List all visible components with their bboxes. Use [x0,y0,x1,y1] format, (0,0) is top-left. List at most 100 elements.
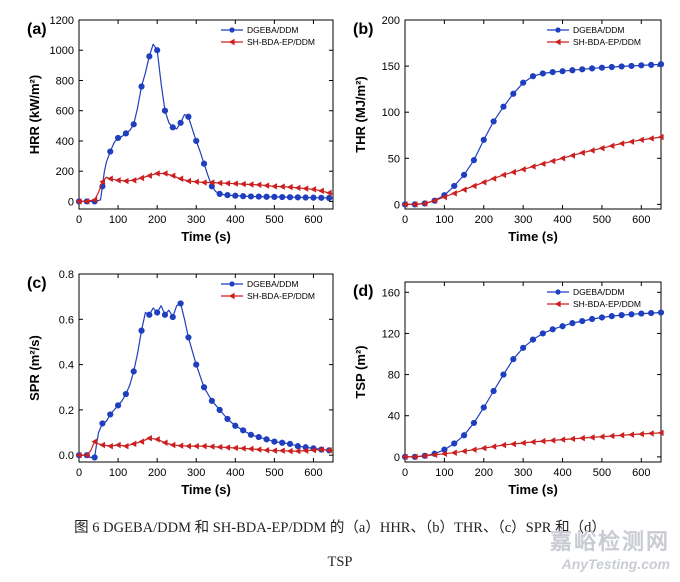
data-point [224,191,231,199]
data-point [579,434,585,442]
data-point [239,445,246,452]
data-point [431,451,438,458]
plot-frame [78,19,334,210]
data-point [520,79,527,86]
y-tick-label: 0 [68,196,74,208]
x-tick-label: 300 [514,214,532,226]
data-point [618,432,625,439]
data-point [628,138,635,145]
panel-label: (c) [27,275,47,292]
panel-label: (b) [353,21,373,38]
data-point [294,447,301,455]
data-point [598,433,605,440]
data-point [302,194,309,201]
data-point [325,194,333,202]
data-point [122,442,129,450]
data-point [271,438,278,445]
data-point [232,444,238,452]
data-point [490,387,497,395]
data-point [549,326,556,333]
x-tick-label: 300 [514,467,532,479]
data-point [247,193,255,200]
data-point [91,438,98,445]
data-point [279,439,286,446]
data-point [579,66,586,73]
x-tick-label: 100 [435,214,453,226]
data-point [588,434,595,441]
data-point [470,419,478,427]
data-point [271,447,277,454]
data-point [91,196,98,204]
data-point [510,356,517,363]
y-tick-label: 160 [382,287,400,299]
y-tick-label: 150 [382,61,400,73]
data-point [569,320,576,327]
data-point [529,163,536,170]
y-tick-label: 200 [56,166,74,178]
data-point [608,142,615,150]
data-point [638,310,645,317]
data-point [255,181,262,189]
data-point [421,452,428,460]
panel-label: (d) [353,283,373,300]
data-point [83,198,90,205]
x-tick-label: 500 [593,214,611,226]
data-point [638,62,645,69]
data-point [114,402,122,409]
data-point [279,193,286,201]
data-point [519,166,526,173]
data-point [318,187,324,195]
figure: 0 100 200 300 400 500 600020040060080010001200… [27,15,665,497]
data-point [240,193,247,200]
data-point [208,397,215,404]
data-point [138,174,145,182]
y-tick-label: 120 [382,328,400,340]
data-point [130,368,137,375]
legend-marker [229,27,235,33]
data-point [480,179,487,186]
x-tick-label: 600 [304,467,322,479]
legend-label: SH-BDA-EP/DDM [247,37,315,47]
x-tick-label: 0 [76,214,82,226]
data-point [460,171,468,178]
legend-marker [228,292,235,300]
data-point [216,190,223,197]
data-point [161,170,168,177]
data-point [460,186,467,193]
data-point [255,193,262,200]
data-point [185,334,192,341]
panel-c: 0 100 200 300 400 500 600 0.0 0.2 0.4 0.6 0.8 Time (… [27,269,334,497]
data-point [451,449,457,456]
data-point [208,179,215,186]
data-point [177,300,184,307]
data-point [294,194,301,201]
y-tick-label: 0.0 [59,450,74,462]
x-axis-label: Time (s) [181,229,231,244]
data-point [647,135,654,142]
data-point [480,444,487,452]
data-point [539,160,546,168]
y-axis-label: SPR (m²/s) [27,335,42,401]
x-axis-label: Time (s) [508,482,558,497]
data-point [559,155,566,162]
legend-label: DGEBA/DDM [247,25,298,35]
data-point [146,435,152,442]
data-point [216,179,223,187]
data-point [239,180,246,188]
legend-label: DGEBA/DDM [573,25,624,35]
data-point [638,430,644,438]
y-tick-label: 200 [382,15,400,27]
plot-frame [78,273,334,463]
legend-marker [554,38,561,46]
data-point [441,450,447,457]
panel-a: 0 100 200 300 400 500 600 0 200 400 600 800 1000 1200… [27,15,334,244]
legend-label: DGEBA/DDM [573,287,624,297]
data-point [529,73,537,80]
x-axis-label: Time (s) [181,482,231,497]
data-point [618,312,625,319]
data-point [114,134,122,142]
data-point [169,124,176,131]
data-point [240,427,247,434]
data-point [75,198,82,205]
data-point [411,201,418,208]
